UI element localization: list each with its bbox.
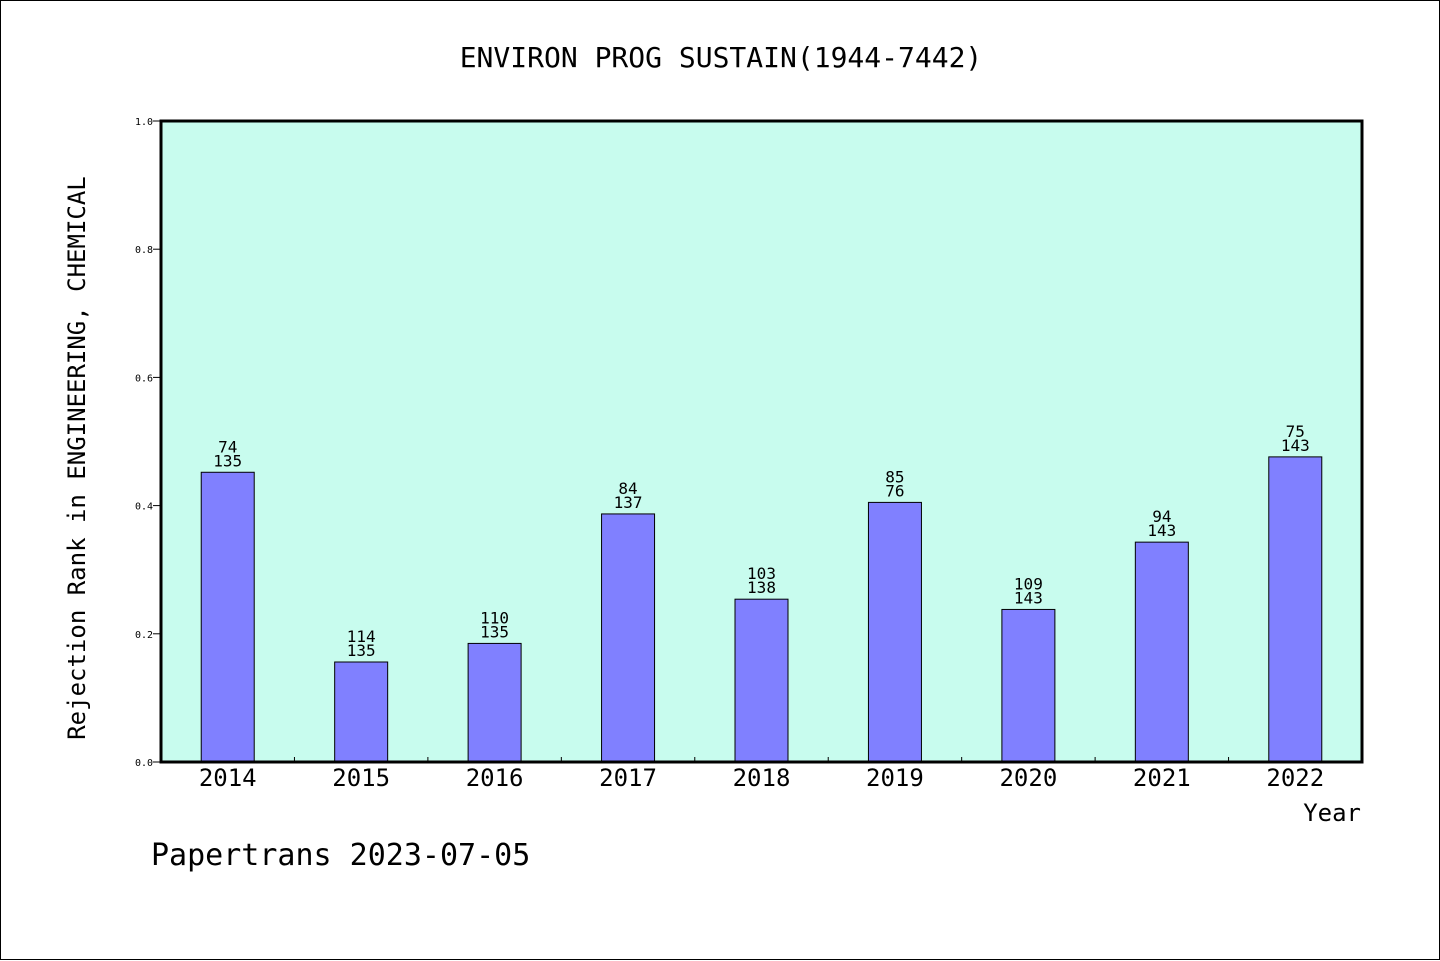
- bar: [467, 642, 522, 763]
- bar: [867, 501, 922, 763]
- bar-label-top: 85: [885, 467, 904, 486]
- bar-label-bottom: 143: [1147, 521, 1176, 540]
- bar-label-bottom: 76: [885, 481, 904, 500]
- bar-label-bottom: 143: [1281, 436, 1310, 455]
- bar-label-bottom: 135: [347, 641, 376, 660]
- plot-border: [159, 119, 1364, 764]
- x-tick-label: 2018: [733, 764, 791, 792]
- bar-label-top: 94: [1152, 507, 1171, 526]
- bar: [1268, 456, 1323, 763]
- x-tick-label: 2015: [332, 764, 390, 792]
- bar-label-bottom: 143: [1014, 588, 1043, 607]
- bar-label-top: 84: [618, 479, 637, 498]
- bar-label-top: 74: [218, 437, 237, 456]
- y-tick-label: 0.6: [135, 373, 153, 384]
- bar: [200, 471, 255, 763]
- bar-label-top: 75: [1286, 422, 1305, 441]
- x-tick-label: 2022: [1266, 764, 1324, 792]
- bar: [601, 513, 656, 763]
- x-tick-label: 2016: [466, 764, 524, 792]
- ticks-layer: 2014 2015 2016 2017 2018 2019 2020 2021 2022 0.0 0…: [135, 117, 1324, 792]
- bars-layer: 7413511413511013584137103138857610914394…: [200, 422, 1323, 763]
- footer-text: Papertrans 2023-07-05: [151, 838, 530, 873]
- bar-label-bottom: 135: [480, 622, 509, 641]
- bar: [734, 598, 789, 763]
- y-tick-label: 0.4: [135, 502, 153, 513]
- bar-label-bottom: 138: [747, 578, 776, 597]
- bar: [1134, 541, 1189, 763]
- x-tick-label: 2019: [866, 764, 924, 792]
- y-tick-label: 0.0: [135, 758, 153, 769]
- bar-label-top: 114: [347, 627, 376, 646]
- bar: [1001, 608, 1056, 763]
- x-tick-label: 2020: [999, 764, 1057, 792]
- x-tick-label: 2014: [199, 764, 257, 792]
- bar-label-bottom: 135: [213, 451, 242, 470]
- bar-label-bottom: 137: [614, 493, 643, 512]
- bar-label-top: 110: [480, 608, 509, 627]
- y-tick-label: 0.8: [135, 245, 153, 256]
- y-axis-label: Rejection Rank in ENGINEERING, CHEMICAL: [63, 176, 91, 740]
- y-tick-label: 0.2: [135, 630, 153, 641]
- x-axis-label: Year: [1303, 799, 1361, 827]
- x-tick-label: 2021: [1133, 764, 1191, 792]
- chart-title: ENVIRON PROG SUSTAIN(1944-7442): [460, 41, 983, 74]
- bar-label-top: 103: [747, 564, 776, 583]
- x-tick-label: 2017: [599, 764, 657, 792]
- bar-label-top: 109: [1014, 574, 1043, 593]
- bar: [334, 661, 389, 763]
- y-tick-label: 1.0: [135, 117, 153, 128]
